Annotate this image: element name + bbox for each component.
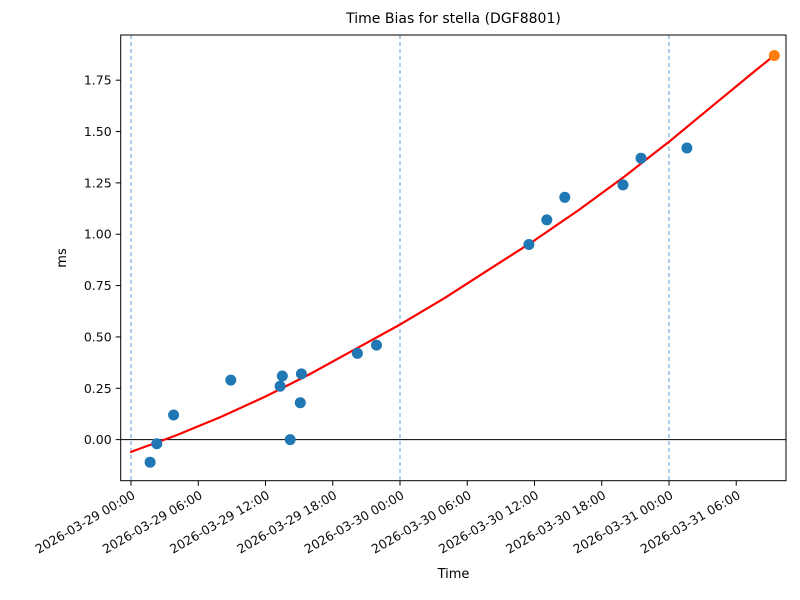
bias-observations-point [351, 347, 363, 359]
bias-observations-point [225, 374, 237, 386]
latest-observation-point [768, 50, 780, 61]
chart-title: Time Bias for stella (DGF8801) [346, 11, 561, 27]
y-tick-label: 0.25 [84, 381, 112, 396]
x-axis-label: Time [437, 567, 470, 582]
bias-observations-point [144, 456, 156, 468]
y-tick-label: 1.25 [84, 175, 112, 190]
bias-observations-point [371, 339, 382, 351]
y-tick-label: 1.00 [84, 227, 112, 242]
bias-observations-point [274, 380, 286, 392]
bias-observations-point [276, 370, 288, 382]
y-tick-label: 1.50 [84, 124, 112, 139]
y-tick-label: 0.75 [84, 278, 112, 293]
fit-curve [129, 54, 776, 453]
bias-observations-point [681, 142, 693, 154]
bias-observations-point [168, 409, 180, 421]
bias-observations-point [284, 434, 296, 446]
bias-observations-point [635, 152, 647, 164]
bias-observations-point [617, 179, 629, 191]
y-tick-label: 1.75 [84, 73, 112, 88]
bias-observations-point [151, 438, 163, 450]
bias-observations-point [523, 239, 535, 250]
plot-border [120, 34, 787, 482]
y-tick-label: 0.50 [84, 329, 112, 344]
bias-observations-point [541, 214, 553, 226]
y-tick-label: 0.00 [84, 432, 112, 447]
bias-observations-point [294, 397, 306, 409]
bias-observations-point [559, 191, 571, 203]
bias-observations-point [295, 368, 307, 380]
